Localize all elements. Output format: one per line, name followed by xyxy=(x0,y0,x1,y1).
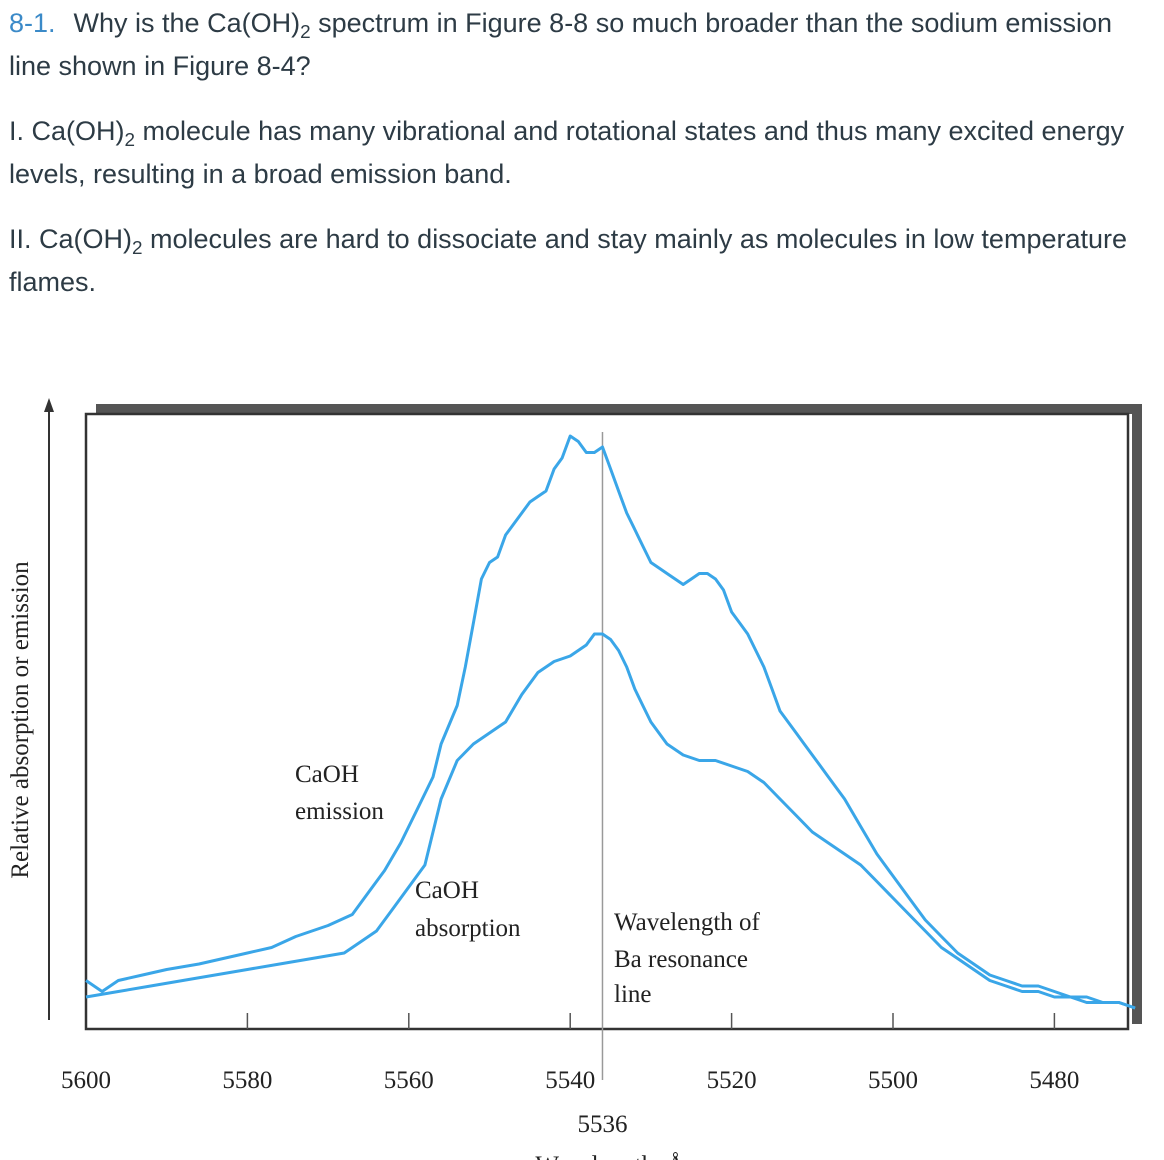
plot-frame xyxy=(84,412,1130,1031)
question-line-1: 8-1. Why is the Ca(OH)2 spectrum in Figur… xyxy=(9,2,1164,45)
x-tick-labels: 5600 5580 5560 5540 5520 5500 5480 xyxy=(61,1067,1079,1094)
question-subscript: 2 xyxy=(300,22,311,43)
question-line-2: line shown in Figure 8-4? xyxy=(9,51,311,81)
absorption-label-1: CaOH xyxy=(415,877,479,904)
statement-1-subscript: 2 xyxy=(124,130,136,151)
emission-label-2: emission xyxy=(295,798,384,825)
ba-label-2: Ba resonance xyxy=(614,946,748,973)
absorption-label-2: absorption xyxy=(415,915,521,942)
x-axis-label: Wavelength, Å xyxy=(535,1152,684,1160)
x-tick-label-5480: 5480 xyxy=(1029,1067,1079,1094)
statement-1-line-2: levels, resulting in a broad emission ba… xyxy=(9,159,512,189)
x-tick-label-5560: 5560 xyxy=(384,1067,434,1094)
emission-label-1: CaOH xyxy=(295,761,359,788)
x-ticks xyxy=(246,1013,1056,1029)
x-tick-label-5600: 5600 xyxy=(61,1067,111,1094)
statement-2-prefix: II. Ca(OH) xyxy=(9,224,133,254)
spectrum-chart: Relative absorption or emission 5600 5580… xyxy=(7,398,1142,1160)
statement-2-line-2: flames. xyxy=(9,267,97,297)
statement-2-line-1: II. Ca(OH)2 molecules are hard to dissoc… xyxy=(9,218,1164,261)
y-axis-label: Relative absorption or emission xyxy=(7,561,34,879)
question-text-prefix: Why is the Ca(OH) xyxy=(73,8,301,38)
statement-2-subscript: 2 xyxy=(132,238,143,259)
frame-shadow-right xyxy=(1132,404,1142,1024)
x-tick-label-5540: 5540 xyxy=(545,1067,595,1094)
ba-label-3: line xyxy=(614,981,652,1008)
question-number: 8-1. xyxy=(9,8,56,38)
caoh-absorption-curve xyxy=(85,632,1136,1010)
x-tick-label-5520: 5520 xyxy=(707,1067,757,1094)
y-axis-arrowhead xyxy=(44,398,54,412)
x-tick-label-5580: 5580 xyxy=(222,1067,272,1094)
statement-1-line-1: I. Ca(OH)2 molecule has many vibrational… xyxy=(9,110,1164,153)
statement-1-suffix: molecule has many vibrational and rotati… xyxy=(135,116,1125,146)
caoh-emission-curve xyxy=(85,434,1136,1010)
statement-2-suffix: molecules are hard to dissociate and sta… xyxy=(142,224,1128,254)
frame-shadow-top xyxy=(96,404,1142,414)
question-text-suffix: spectrum in Figure 8-8 so much broader t… xyxy=(310,8,1112,38)
x-tick-label-5500: 5500 xyxy=(868,1067,918,1094)
statement-1-prefix: I. Ca(OH) xyxy=(9,116,125,146)
marker-label: 5536 xyxy=(577,1111,627,1138)
ba-label-1: Wavelength of xyxy=(614,909,761,936)
